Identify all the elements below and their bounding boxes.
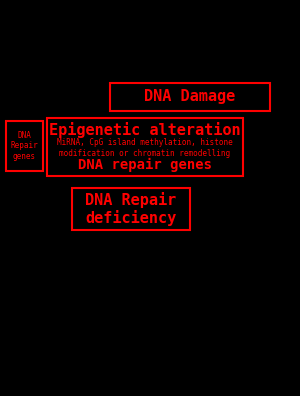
Text: DNA Damage: DNA Damage: [144, 89, 236, 105]
Bar: [72, 188, 190, 230]
Text: MiRNA, CpG island methylation, histone
modification or chromatin remodelling: MiRNA, CpG island methylation, histone m…: [57, 138, 233, 158]
Bar: [6, 121, 43, 171]
Text: DNA
Repair
genes: DNA Repair genes: [10, 131, 38, 161]
Text: DNA repair genes: DNA repair genes: [78, 158, 212, 172]
Text: Epigenetic alteration: Epigenetic alteration: [49, 122, 241, 138]
Bar: [47, 118, 243, 176]
Text: DNA Repair
deficiency: DNA Repair deficiency: [85, 192, 177, 226]
Bar: [110, 83, 270, 111]
